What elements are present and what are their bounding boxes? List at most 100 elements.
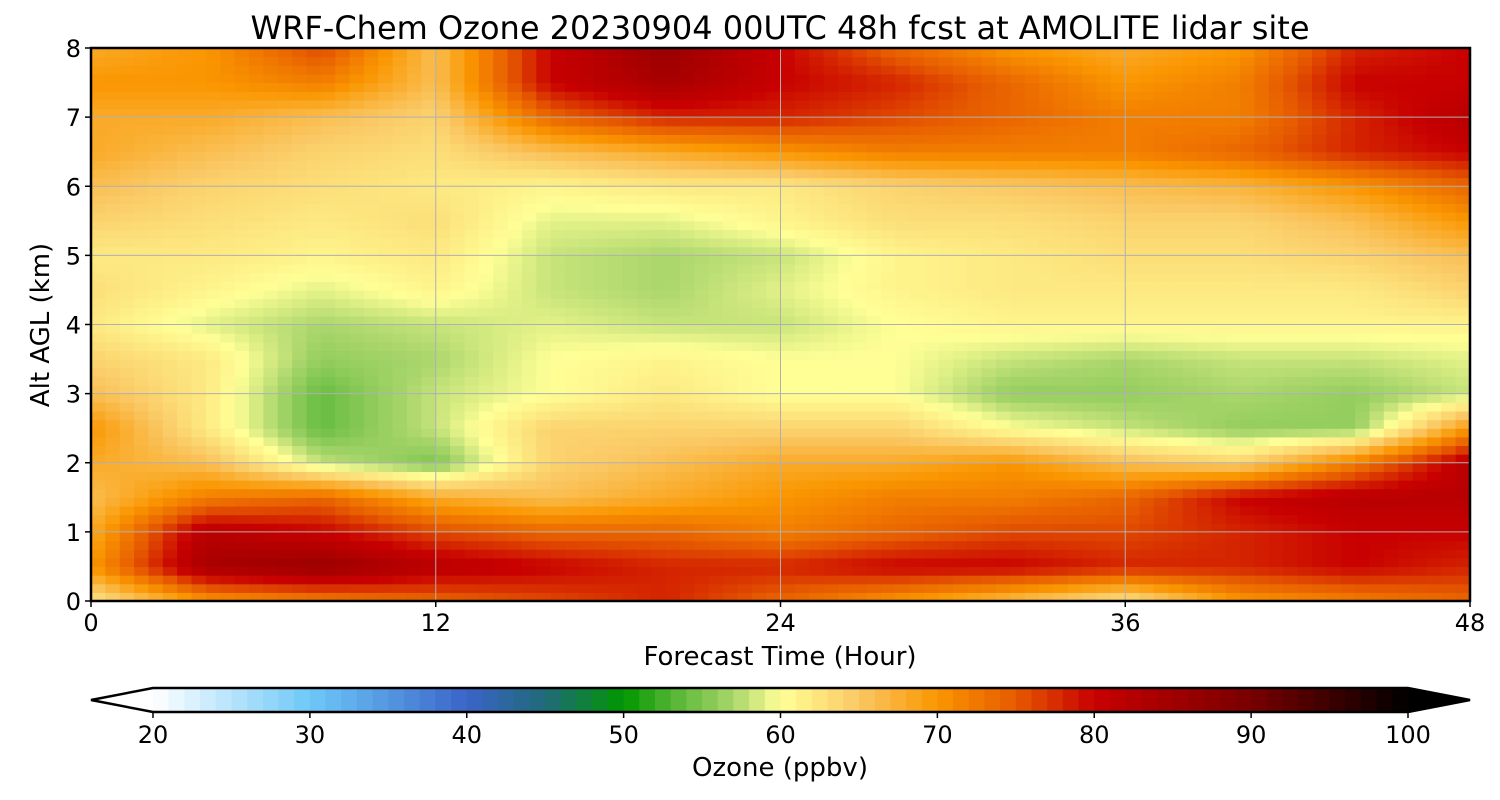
heatmap-cell	[536, 359, 552, 369]
heatmap-cell	[593, 324, 609, 334]
heatmap-cell	[895, 177, 911, 187]
heatmap-cell	[665, 272, 681, 282]
heatmap-cell	[378, 238, 394, 248]
heatmap-cell	[679, 531, 695, 542]
heatmap-cell	[177, 151, 193, 161]
heatmap-cell	[694, 212, 710, 222]
heatmap-cell	[536, 454, 552, 464]
heatmap-cell	[1039, 117, 1055, 127]
heatmap-cell	[1082, 462, 1098, 472]
heatmap-cell	[636, 471, 652, 481]
heatmap-cell	[335, 160, 351, 170]
heatmap-cell	[823, 168, 839, 179]
heatmap-cell	[909, 307, 925, 317]
heatmap-cell	[1082, 410, 1098, 421]
heatmap-cell	[1010, 549, 1026, 559]
heatmap-cell	[981, 99, 997, 110]
heatmap-cell	[565, 125, 580, 136]
heatmap-cell	[1039, 99, 1055, 110]
heatmap-cell	[162, 557, 178, 568]
heatmap-cell	[1139, 151, 1155, 161]
heatmap-cell	[148, 531, 164, 542]
heatmap-cell	[148, 350, 164, 360]
heatmap-cell	[1182, 410, 1198, 421]
heatmap-cell	[392, 82, 408, 92]
heatmap-cell	[1053, 350, 1069, 360]
heatmap-cell	[1096, 160, 1112, 170]
heatmap-cell	[809, 212, 825, 222]
heatmap-cell	[1153, 108, 1169, 118]
heatmap-cell	[622, 151, 638, 161]
heatmap-cell	[1182, 575, 1198, 585]
heatmap-cell	[148, 462, 164, 472]
heatmap-cell	[277, 65, 293, 75]
heatmap-cell	[679, 359, 695, 369]
heatmap-cell	[866, 168, 882, 179]
heatmap-cell	[723, 393, 738, 403]
heatmap-cell	[378, 220, 394, 231]
heatmap-cell	[608, 402, 624, 412]
heatmap-cell	[234, 281, 250, 291]
heatmap-cell	[1182, 436, 1198, 447]
heatmap-cell	[1110, 324, 1126, 334]
heatmap-cell	[1010, 65, 1026, 75]
heatmap-cell	[751, 324, 767, 334]
heatmap-cell	[823, 246, 839, 256]
heatmap-cell	[392, 402, 408, 412]
heatmap-cell	[636, 281, 652, 291]
heatmap-cell	[622, 186, 638, 196]
heatmap-cell	[679, 229, 695, 239]
heatmap-cell	[119, 454, 135, 464]
heatmap-cell	[1197, 549, 1213, 559]
heatmap-cell	[478, 73, 494, 84]
heatmap-cell	[981, 229, 997, 239]
heatmap-cell	[622, 583, 638, 593]
heatmap-cell	[1197, 56, 1213, 66]
heatmap-cell	[134, 540, 150, 550]
heatmap-cell	[1096, 523, 1112, 533]
heatmap-cell	[363, 298, 379, 308]
heatmap-cell	[737, 462, 753, 472]
heatmap-cell	[148, 160, 164, 170]
heatmap-cell	[220, 531, 236, 542]
heatmap-cell	[263, 428, 279, 438]
heatmap-cell	[550, 341, 566, 352]
heatmap-cell	[636, 151, 652, 161]
heatmap-cell	[363, 428, 379, 438]
heatmap-cell	[952, 315, 968, 326]
heatmap-cell	[1039, 592, 1055, 601]
heatmap-cell	[191, 255, 207, 265]
heatmap-cell	[1125, 194, 1141, 205]
heatmap-cell	[550, 212, 566, 222]
heatmap-cell	[708, 384, 724, 395]
heatmap-cell	[205, 151, 221, 161]
heatmap-cell	[1139, 350, 1155, 360]
heatmap-cell	[1053, 229, 1069, 239]
heatmap-cell	[924, 151, 940, 161]
heatmap-cell	[507, 125, 523, 136]
heatmap-cell	[162, 238, 178, 248]
heatmap-cell	[407, 436, 422, 447]
heatmap-cell	[292, 117, 308, 127]
heatmap-cell	[679, 575, 695, 585]
heatmap-cell	[1110, 428, 1126, 438]
heatmap-cell	[292, 462, 308, 472]
heatmap-cell	[823, 575, 839, 585]
heatmap-cell	[995, 168, 1011, 179]
heatmap-cell	[507, 531, 523, 542]
heatmap-cell	[407, 497, 422, 507]
heatmap-cell	[1053, 194, 1069, 205]
heatmap-cell	[148, 220, 164, 231]
heatmap-cell	[277, 488, 293, 498]
heatmap-cell	[1053, 203, 1069, 213]
heatmap-cell	[723, 117, 738, 127]
heatmap-cell	[1110, 592, 1126, 601]
heatmap-cell	[335, 531, 351, 542]
heatmap-cell	[119, 333, 135, 343]
heatmap-cell	[335, 229, 351, 239]
heatmap-cell	[1125, 402, 1141, 412]
heatmap-cell	[1125, 255, 1141, 265]
heatmap-cell	[967, 514, 983, 524]
heatmap-cell	[363, 264, 379, 274]
heatmap-cell	[1096, 315, 1112, 326]
